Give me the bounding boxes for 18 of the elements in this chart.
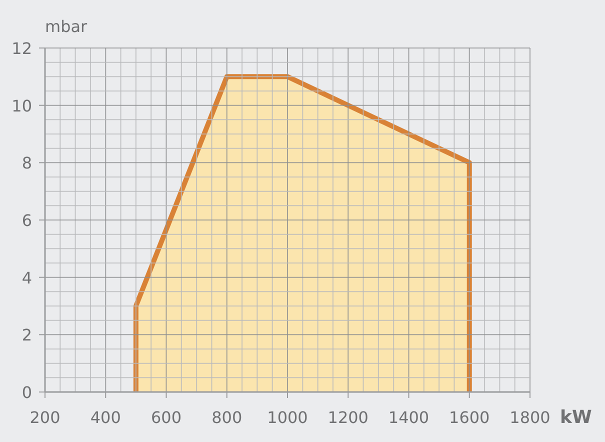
- y-tick-label: 8: [22, 154, 32, 173]
- x-tick-label: 800: [212, 408, 242, 427]
- x-tick-label: 1600: [449, 408, 490, 427]
- x-tick-label: 600: [150, 408, 182, 427]
- x-tick-label: 1000: [267, 408, 308, 427]
- x-tick-label: 400: [90, 408, 121, 427]
- y-axis-title: mbar: [45, 17, 88, 36]
- x-tick-label: 200: [30, 408, 60, 427]
- x-tick-label: 1800: [510, 408, 550, 427]
- y-tick-label: 12: [12, 39, 32, 58]
- x-tick-label: 1400: [388, 408, 430, 427]
- x-tick-label: 1200: [328, 408, 368, 427]
- y-tick-label: 4: [22, 268, 32, 288]
- y-tick-label: 10: [12, 96, 32, 116]
- x-axis-title: kW: [560, 407, 592, 428]
- y-tick-label: 6: [22, 211, 32, 230]
- y-tick-label: 0: [22, 383, 32, 402]
- y-tick-label: 2: [22, 326, 32, 345]
